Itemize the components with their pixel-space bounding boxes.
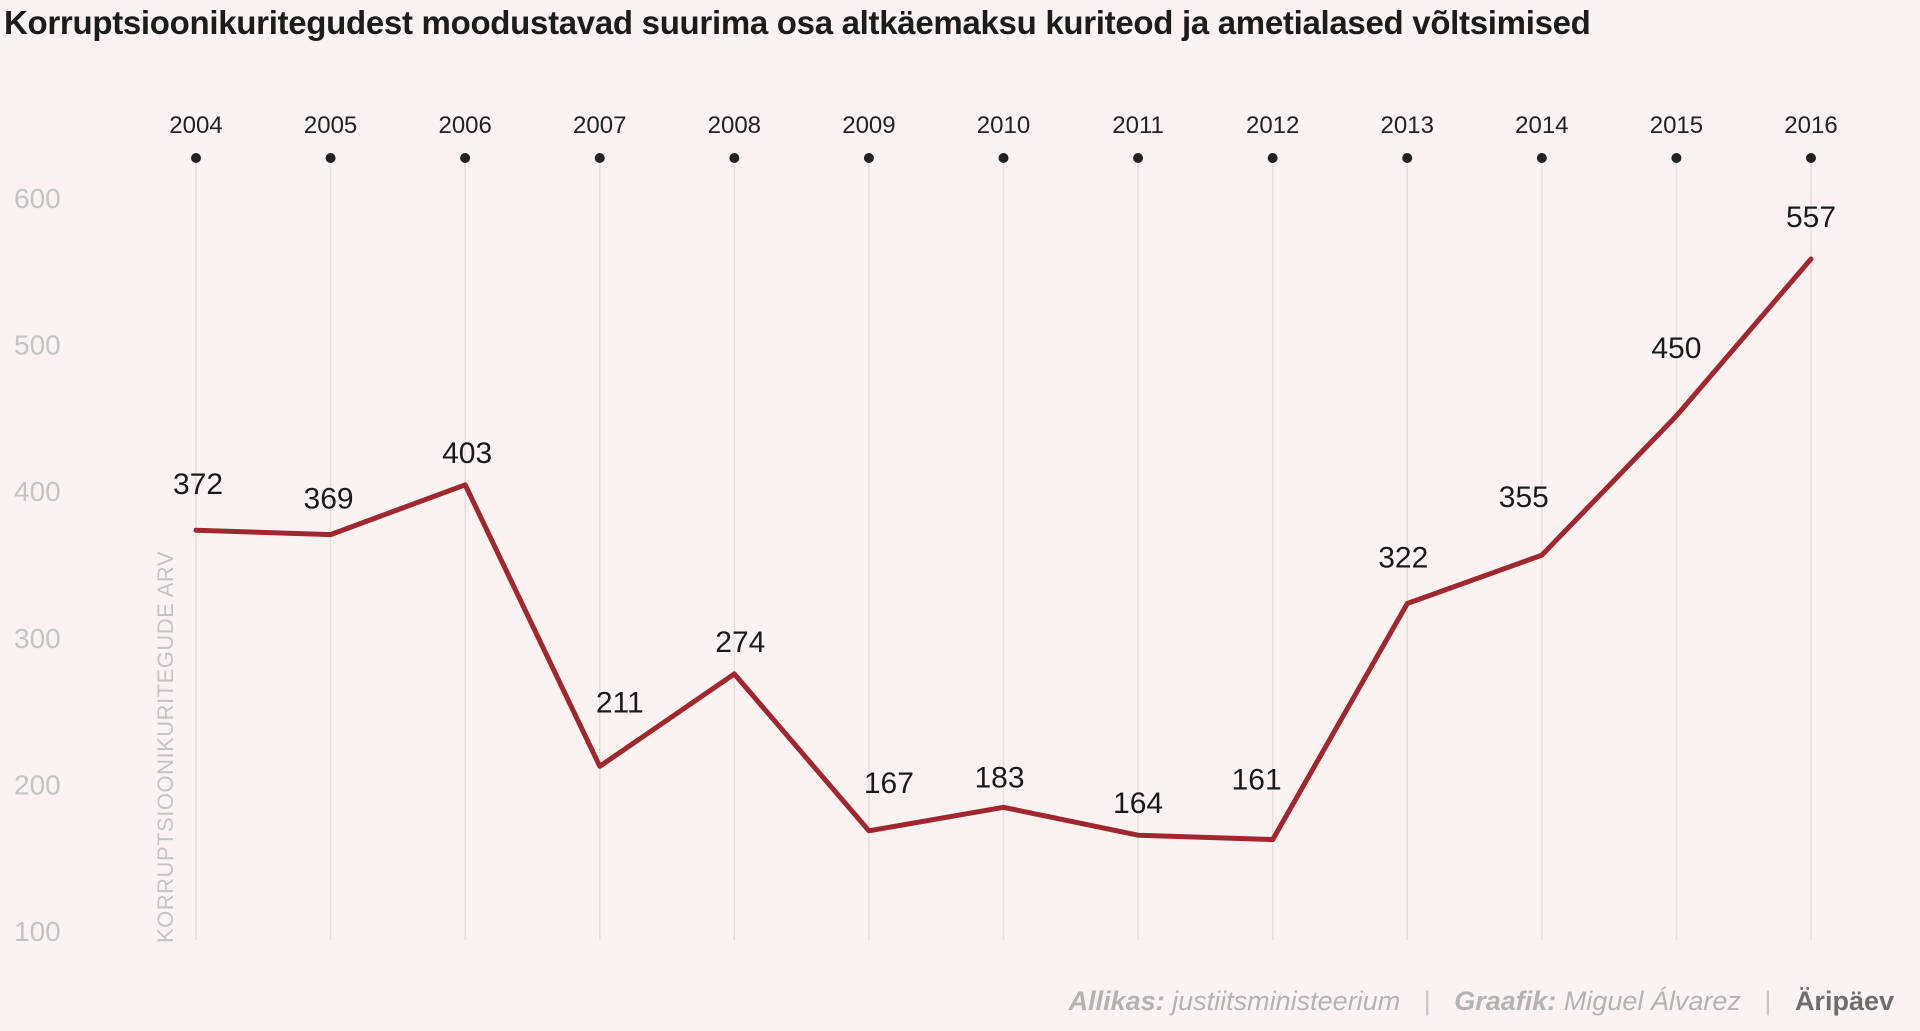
year-marker-dot — [1133, 153, 1144, 163]
y-tick-label: 500 — [14, 330, 61, 361]
graphic-value: Miguel Álvarez — [1563, 986, 1741, 1016]
x-tick-label: 2006 — [438, 112, 491, 139]
x-tick-label: 2004 — [169, 112, 222, 139]
y-tick-label: 400 — [14, 476, 61, 507]
x-tick-label: 2015 — [1650, 112, 1703, 139]
y-tick-label: 600 — [14, 183, 61, 214]
data-label: 372 — [173, 468, 223, 501]
year-marker-dot — [1267, 153, 1278, 163]
x-tick-label: 2016 — [1784, 112, 1837, 139]
data-label: 450 — [1651, 332, 1701, 365]
source-label: Allikas: — [1068, 986, 1165, 1016]
year-marker-dot — [1806, 153, 1816, 163]
footer-separator: | — [1764, 986, 1772, 1016]
data-label: 369 — [304, 483, 354, 516]
year-marker-dot — [998, 153, 1009, 163]
footer-separator: | — [1423, 986, 1431, 1016]
data-label: 355 — [1499, 481, 1549, 514]
data-label: 274 — [715, 626, 765, 659]
y-tick-label: 300 — [14, 623, 61, 654]
x-tick-label: 2005 — [304, 112, 357, 139]
year-marker-dot — [1402, 153, 1413, 163]
y-axis-label: KORRUPTSIOONIKURITEGUDE ARV — [153, 551, 178, 943]
data-label: 183 — [974, 761, 1024, 794]
data-label: 167 — [864, 767, 914, 800]
x-tick-label: 2009 — [842, 112, 895, 139]
year-marker-dot — [1536, 153, 1547, 163]
x-tick-label: 2014 — [1515, 112, 1568, 139]
x-tick-label: 2012 — [1246, 112, 1299, 139]
brand-logo: Äripäev — [1794, 986, 1894, 1016]
x-tick-label: 2011 — [1112, 112, 1164, 139]
year-marker-dot — [460, 153, 471, 163]
data-label: 161 — [1232, 764, 1282, 797]
data-label: 322 — [1378, 542, 1428, 575]
year-marker-dot — [191, 153, 201, 163]
graphic-label: Graafik: — [1454, 986, 1557, 1016]
series-line — [193, 256, 1814, 843]
chart-title: Korruptsioonikuritegudest moodustavad su… — [4, 4, 1591, 41]
data-label: 557 — [1786, 201, 1836, 234]
year-marker-dot — [863, 153, 874, 163]
chart-footer: Allikas: justiitsministeerium | Graafik:… — [1069, 986, 1894, 1017]
x-tick-label: 2008 — [708, 112, 761, 139]
x-tick-label: 2010 — [977, 112, 1030, 139]
year-marker-dot — [325, 153, 336, 163]
y-tick-label: 100 — [14, 916, 61, 947]
source-value: justiitsministeerium — [1172, 986, 1401, 1016]
year-marker-dot — [594, 153, 605, 163]
y-tick-label: 200 — [14, 769, 61, 800]
data-label: 164 — [1113, 787, 1163, 820]
year-marker-dot — [1671, 153, 1682, 163]
x-tick-label: 2007 — [573, 112, 626, 139]
data-label: 403 — [442, 437, 492, 470]
x-tick-label: 2013 — [1381, 112, 1434, 139]
year-marker-dot — [729, 153, 740, 163]
data-label: 211 — [596, 686, 644, 719]
